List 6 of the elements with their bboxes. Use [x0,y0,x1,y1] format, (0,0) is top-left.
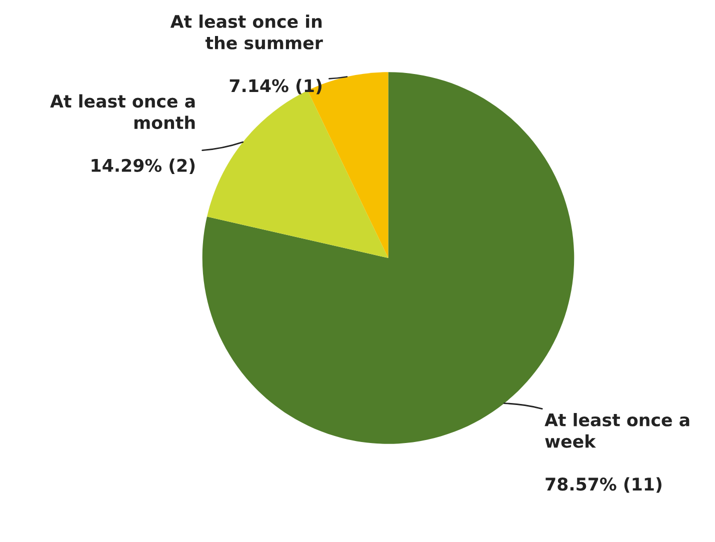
data-label: 14.29% (2) [92,158,195,174]
slice-label: At least once a week [544,412,690,448]
data-label: 7.14% (1) [230,78,322,94]
slice-label: At least once a month [50,94,195,130]
slice-label: At least once in the summer [170,14,323,50]
data-label: 78.57% (11) [546,477,662,493]
